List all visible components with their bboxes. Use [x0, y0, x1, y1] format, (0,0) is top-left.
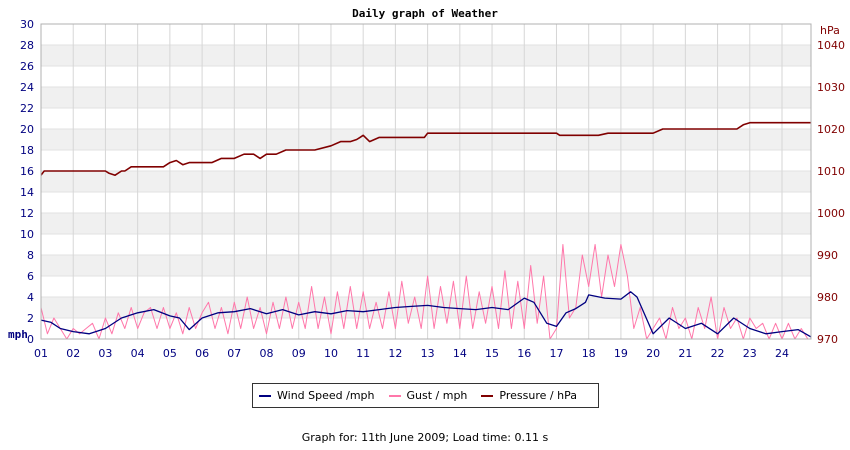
series-layer — [40, 121, 812, 340]
x-tick-label: 15 — [485, 347, 499, 360]
right-tick-label: 990 — [817, 249, 838, 262]
left-tick-label: 28 — [20, 39, 34, 52]
left-tick-label: 2 — [27, 312, 34, 325]
legend-label-pressure: Pressure / hPa — [499, 389, 577, 402]
wind-speed-line — [40, 291, 812, 338]
x-tick-label: 16 — [517, 347, 531, 360]
x-tick-label: 11 — [356, 347, 370, 360]
x-tick-label: 22 — [711, 347, 725, 360]
left-tick-label: 18 — [20, 144, 34, 157]
x-tick-label: 24 — [775, 347, 789, 360]
grid-band — [41, 171, 811, 192]
x-tick-label: 08 — [260, 347, 274, 360]
left-tick-label: 20 — [20, 123, 34, 136]
x-tick-label: 01 — [34, 347, 48, 360]
grid-band — [41, 129, 811, 150]
right-tick-label: 1040 — [817, 39, 845, 52]
legend-item-gust: Gust / mph — [388, 389, 468, 402]
x-tick-label: 05 — [163, 347, 177, 360]
legend-item-pressure: Pressure / hPa — [481, 389, 577, 402]
x-tick-label: 21 — [678, 347, 692, 360]
left-tick-label: 30 — [20, 18, 34, 31]
right-tick-label: 1020 — [817, 123, 845, 136]
x-tick-label: 18 — [582, 347, 596, 360]
legend: Wind Speed /mph Gust / mph Pressure / hP… — [252, 383, 599, 408]
left-axis-unit: mph — [8, 328, 28, 341]
left-tick-label: 10 — [20, 228, 34, 241]
wind-swatch — [259, 394, 271, 397]
grid-band — [41, 45, 811, 66]
left-tick-label: 24 — [20, 81, 34, 94]
pressure-swatch — [481, 394, 494, 397]
x-tick-label: 04 — [131, 347, 145, 360]
right-axis-ticks: 970 980 990 1000 1010 1020 1030 1040 — [817, 39, 845, 346]
x-tick-label: 13 — [421, 347, 435, 360]
right-axis-unit: hPa — [820, 24, 840, 37]
x-tick-label: 02 — [66, 347, 80, 360]
left-tick-label: 6 — [27, 270, 34, 283]
x-tick-label: 14 — [453, 347, 467, 360]
legend-label-wind: Wind Speed /mph — [277, 389, 375, 402]
left-tick-label: 0 — [27, 333, 34, 346]
right-tick-label: 970 — [817, 333, 838, 346]
left-tick-label: 4 — [27, 291, 34, 304]
grid-band — [41, 213, 811, 234]
x-tick-label: 23 — [743, 347, 757, 360]
left-tick-label: 22 — [20, 102, 34, 115]
left-tick-label: 12 — [20, 207, 34, 220]
left-tick-label: 14 — [20, 186, 34, 199]
right-tick-label: 1030 — [817, 81, 845, 94]
grid-band — [41, 297, 811, 318]
footer-status: Graph for: 11th June 2009; Load time: 0.… — [301, 431, 549, 444]
pressure-line — [40, 121, 811, 176]
x-tick-label: 19 — [614, 347, 628, 360]
chart-title: Daily graph of Weather — [352, 7, 498, 20]
right-tick-label: 980 — [817, 291, 838, 304]
grid-band — [41, 87, 811, 108]
left-tick-label: 16 — [20, 165, 34, 178]
x-tick-label: 10 — [324, 347, 338, 360]
gust-line — [40, 244, 809, 340]
right-tick-label: 1010 — [817, 165, 845, 178]
grid-band — [41, 255, 811, 276]
plot-frame — [40, 23, 812, 340]
x-tick-label: 20 — [646, 347, 660, 360]
x-tick-label: 09 — [292, 347, 306, 360]
left-tick-label: 8 — [27, 249, 34, 262]
x-axis-ticks: 01 02 03 04 05 06 07 08 09 10 11 12 13 14 15 16 17 18 19 20… — [34, 347, 789, 360]
gust-swatch — [388, 394, 401, 397]
x-tick-label: 06 — [195, 347, 209, 360]
legend-item-wind: Wind Speed /mph — [259, 389, 375, 402]
grid-bands — [41, 45, 811, 318]
left-tick-label: 26 — [20, 60, 34, 73]
legend-label-gust: Gust / mph — [406, 389, 468, 402]
x-tick-label: 17 — [549, 347, 563, 360]
x-tick-label: 03 — [98, 347, 112, 360]
right-tick-label: 1000 — [817, 207, 845, 220]
x-tick-label: 12 — [388, 347, 402, 360]
x-tick-label: 07 — [227, 347, 241, 360]
